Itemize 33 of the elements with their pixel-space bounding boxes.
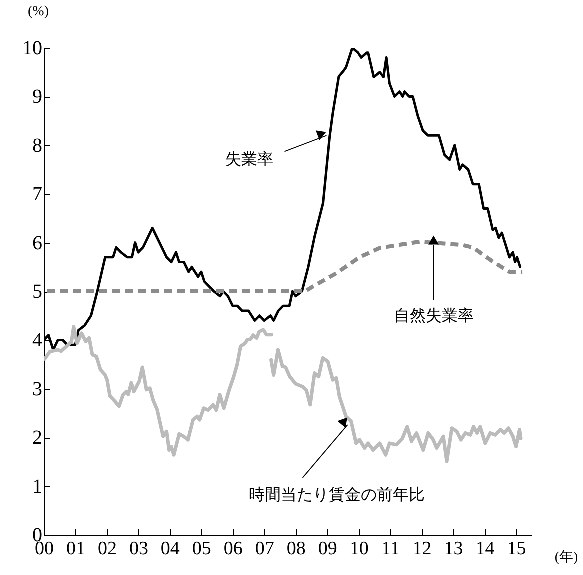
y-tick-label: 7 [32,184,42,206]
x-tick-label: 04 [160,538,180,560]
line-series [45,240,525,294]
line-series [270,348,523,464]
y-tick-label: 1 [32,476,42,498]
x-tick-label: 14 [476,538,496,560]
line-series [44,325,274,457]
annotation: 失業率 [226,150,274,169]
y-tick-label: 9 [32,86,42,108]
x-tick-label: 05 [192,538,212,560]
x-tick-label: 13 [444,538,464,560]
y-tick-label: 8 [32,134,42,157]
x-tick-label: 07 [255,538,274,560]
x-tick-label: 09 [318,538,338,560]
annotation: 時間当たり賃金の前年比 [248,486,425,504]
x-tick-label: 11 [382,538,400,560]
x-tick-label: 08 [286,538,306,560]
y-tick-label: 4 [32,330,42,352]
y-tick-label: 10 [22,38,42,60]
x-tick-label: 01 [66,538,86,560]
x-tick-label: 12 [412,538,432,560]
x-tick-label: 03 [129,538,148,560]
y-tick-label: 5 [32,281,42,303]
y-tick-label: 3 [32,378,42,400]
annotation: 自然失業率 [394,307,474,326]
y-tick-label: 6 [32,232,42,254]
x-tick-label: 15 [507,538,526,560]
x-tick-label: 06 [224,538,243,560]
x-axis-title: (年) [554,550,578,566]
y-axis-title: (%) [28,4,50,20]
x-tick-label: 10 [350,538,369,560]
x-tick-label: 02 [98,538,117,560]
y-tick-label: 2 [32,427,42,450]
